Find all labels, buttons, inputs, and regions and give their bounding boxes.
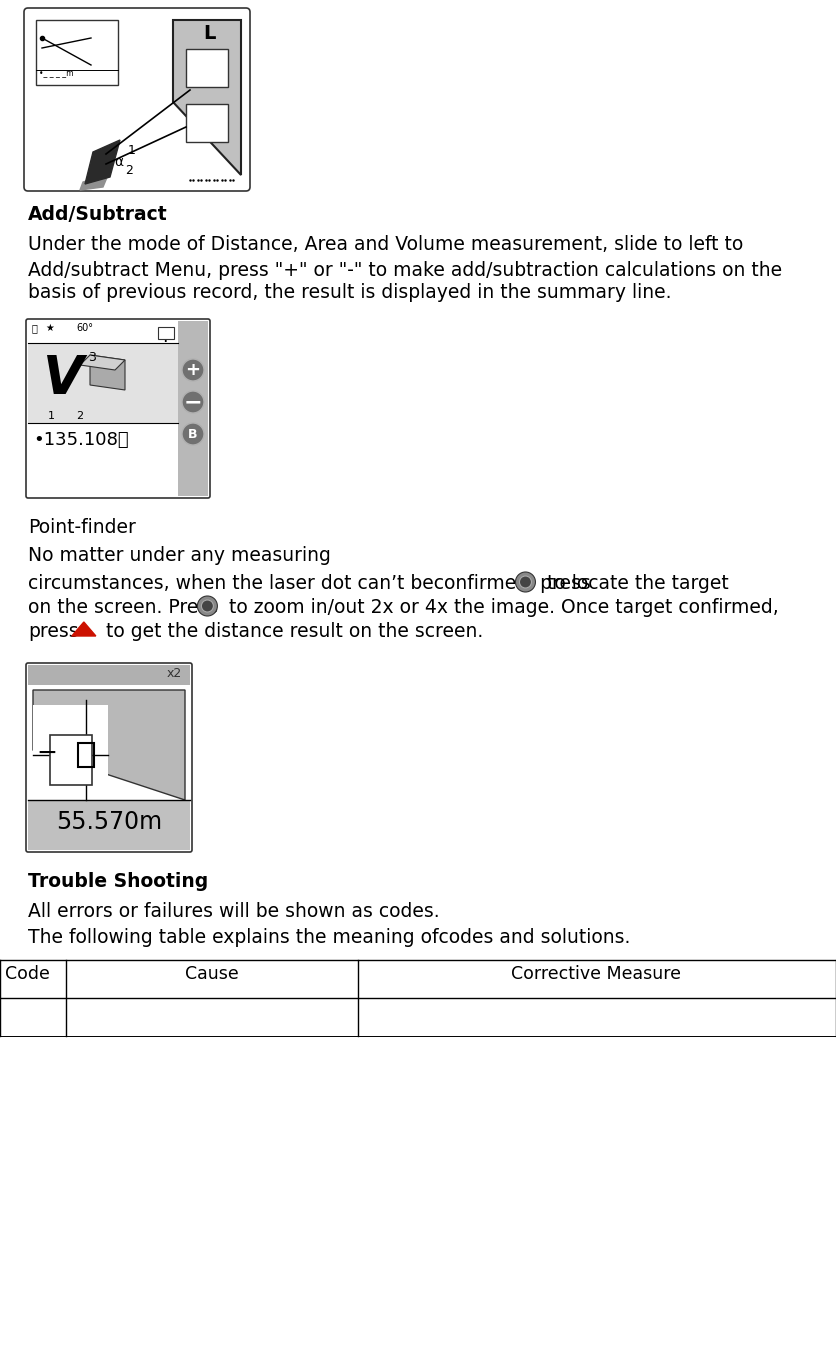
Text: Cause: Cause: [185, 965, 239, 983]
Text: 1: 1: [48, 411, 55, 420]
Polygon shape: [90, 356, 125, 389]
Text: Code: Code: [5, 965, 50, 983]
Text: to get the distance result on the screen.: to get the distance result on the screen…: [99, 622, 483, 641]
Bar: [33, 704, 108, 800]
Text: All errors or failures will be shown as codes.: All errors or failures will be shown as …: [28, 902, 440, 921]
Text: 3: 3: [88, 352, 96, 364]
Polygon shape: [80, 356, 125, 370]
Text: •_ _ _ _m: •_ _ _ _m: [39, 68, 74, 77]
Circle shape: [516, 572, 536, 592]
Polygon shape: [33, 690, 185, 800]
Text: 55.570m: 55.570m: [56, 810, 162, 834]
Bar: [158, 327, 174, 339]
Text: Point-finder: Point-finder: [28, 518, 136, 537]
Bar: [28, 423, 178, 496]
Bar: [28, 685, 190, 800]
Text: Corrective Measure: Corrective Measure: [511, 965, 681, 983]
FancyBboxPatch shape: [26, 319, 210, 498]
Text: •135.108㎡: •135.108㎡: [33, 431, 129, 449]
FancyBboxPatch shape: [26, 662, 192, 852]
Text: Under the mode of Distance, Area and Volume measurement, slide to left to: Under the mode of Distance, Area and Vol…: [28, 235, 743, 254]
Bar: [28, 343, 178, 423]
Text: x2: x2: [166, 667, 182, 680]
Text: −: −: [36, 741, 57, 765]
Text: Trouble Shooting: Trouble Shooting: [28, 872, 208, 891]
Polygon shape: [80, 174, 108, 191]
Bar: [36, 20, 118, 85]
Text: 2: 2: [125, 164, 133, 177]
Text: α: α: [114, 155, 123, 169]
Text: basis of previous record, the result is displayed in the summary line.: basis of previous record, the result is …: [28, 283, 671, 301]
Text: L: L: [203, 24, 216, 43]
Text: B: B: [188, 427, 198, 441]
Bar: [50, 735, 92, 786]
Text: No matter under any measuring: No matter under any measuring: [28, 546, 331, 565]
Circle shape: [519, 576, 532, 588]
Text: −: −: [184, 392, 202, 412]
Circle shape: [182, 391, 204, 412]
Bar: [28, 320, 178, 343]
Text: press: press: [28, 622, 79, 641]
Text: circumstances, when the laser dot can’t beconfirmed, press: circumstances, when the laser dot can’t …: [28, 575, 591, 594]
Text: +: +: [186, 361, 201, 379]
Bar: [28, 665, 190, 685]
Circle shape: [182, 423, 204, 445]
Bar: [178, 320, 208, 496]
Circle shape: [182, 360, 204, 381]
Text: +: +: [156, 326, 174, 346]
Text: Add/Subtract: Add/Subtract: [28, 206, 168, 224]
Polygon shape: [72, 622, 96, 635]
Text: V: V: [43, 353, 84, 406]
Bar: [78, 744, 94, 767]
Polygon shape: [85, 141, 120, 184]
Text: to zoom in/out 2x or 4x the image. Once target confirmed,: to zoom in/out 2x or 4x the image. Once …: [223, 598, 779, 617]
Bar: [28, 800, 190, 850]
Text: 2: 2: [76, 411, 83, 420]
Bar: [186, 104, 228, 142]
Text: ★: ★: [45, 323, 54, 333]
Text: The following table explains the meaning ofcodes and solutions.: The following table explains the meaning…: [28, 927, 630, 946]
Text: 1: 1: [128, 145, 136, 157]
Polygon shape: [173, 20, 241, 174]
Text: to locate the target: to locate the target: [542, 575, 729, 594]
Text: 🔒: 🔒: [32, 323, 38, 333]
Text: on the screen. Press: on the screen. Press: [28, 598, 218, 617]
FancyBboxPatch shape: [24, 8, 250, 191]
Circle shape: [201, 600, 213, 612]
Text: 60°: 60°: [76, 323, 93, 333]
Text: Add/subtract Menu, press "+" or "-" to make add/subtraction calculations on the: Add/subtract Menu, press "+" or "-" to m…: [28, 261, 782, 280]
Circle shape: [197, 596, 217, 617]
Bar: [186, 49, 228, 87]
